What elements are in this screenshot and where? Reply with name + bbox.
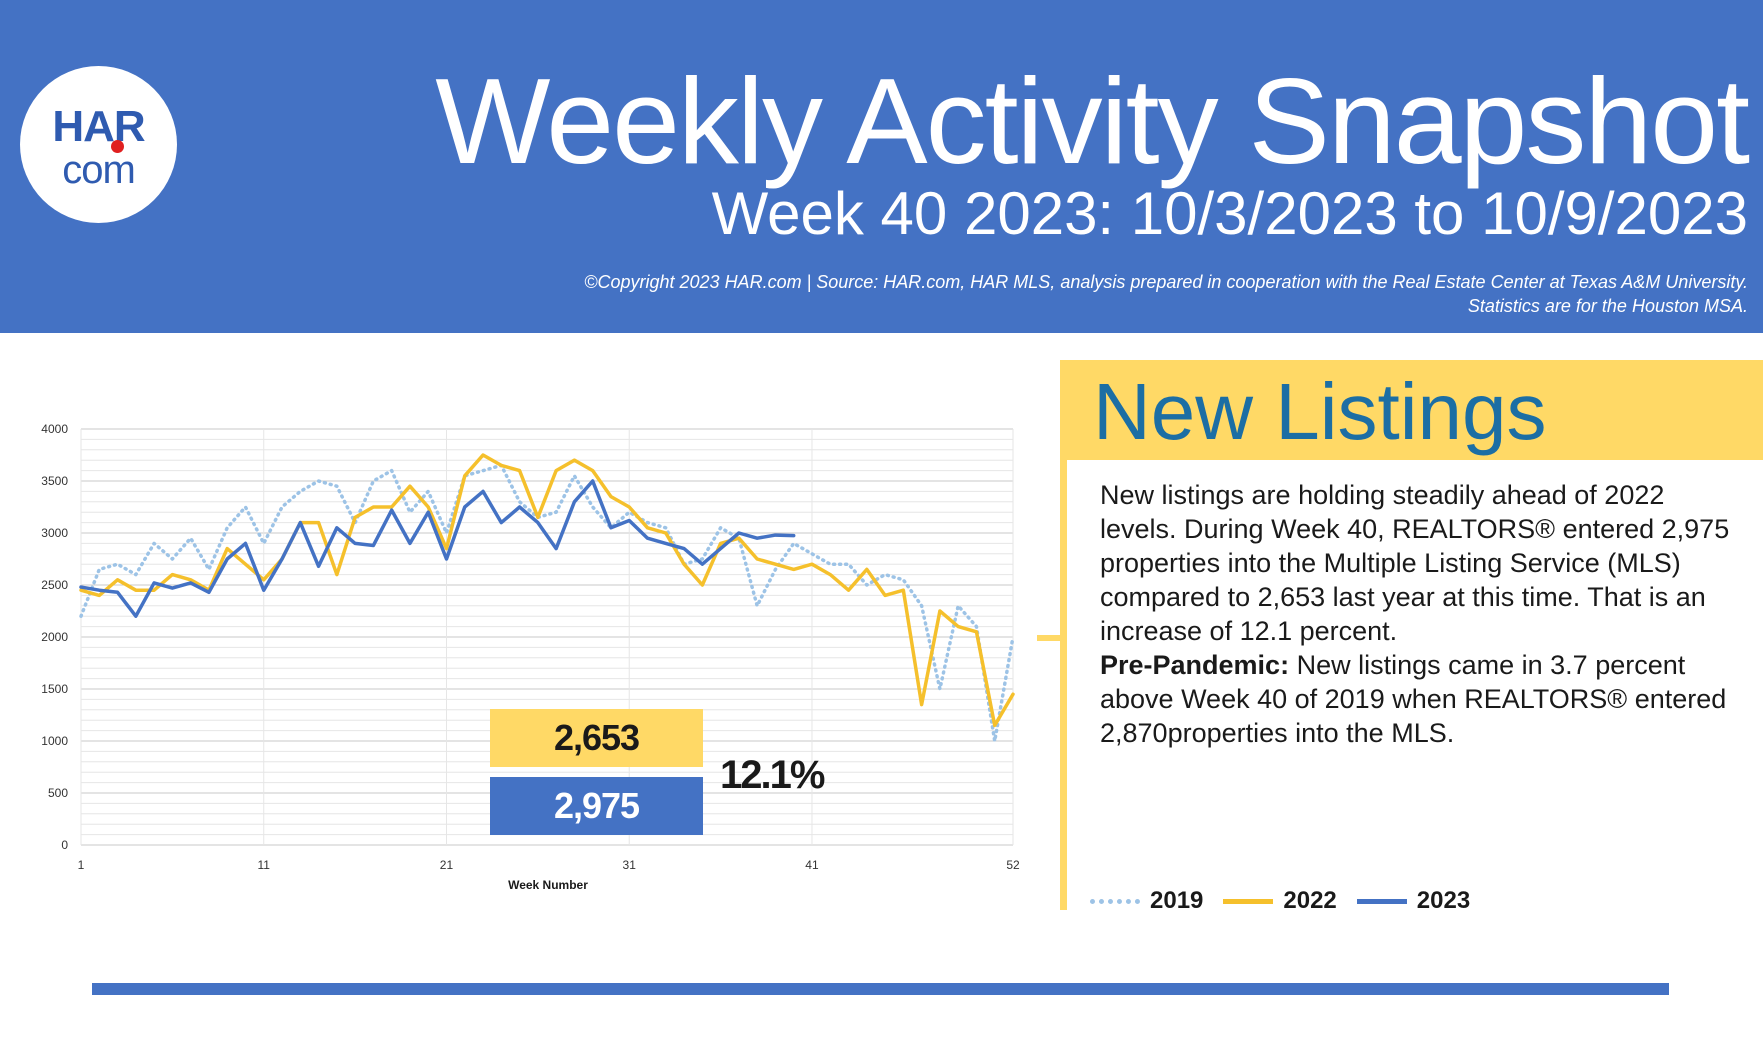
summary-paragraph-2: New listings came in 3.7 percent above W…	[1100, 650, 1727, 748]
series-line-2022	[79, 453, 1015, 728]
callout-2023-text: 2,975	[553, 785, 640, 826]
x-tick-label: 1	[78, 858, 85, 872]
panel-connector	[1037, 635, 1062, 641]
legend-swatch-2019	[1090, 898, 1140, 904]
footer-bar	[92, 983, 1669, 995]
har-logo[interactable]: HAR com	[20, 66, 177, 223]
callout-2022-text: 2,653	[553, 717, 640, 758]
logo-text-bottom: com	[62, 148, 136, 192]
callout-2022-value: 2,653	[490, 709, 703, 767]
panel-title: New Listings	[1093, 367, 1547, 456]
source-note: ©Copyright 2023 HAR.com | Source: HAR.co…	[584, 270, 1748, 318]
legend-swatch-2022	[1223, 898, 1274, 904]
x-axis-title: Week Number	[508, 878, 588, 892]
page-title: Weekly Activity Snapshot	[435, 53, 1750, 189]
summary-paragraph-1: New listings are holding steadily ahead …	[1100, 480, 1730, 646]
legend-item-2023: 2023	[1356, 887, 1471, 915]
panel-border	[1060, 360, 1067, 910]
legend-item-2019: 2019	[1090, 887, 1203, 915]
y-tick-label: 2000	[41, 630, 68, 644]
y-tick-label: 3500	[41, 474, 68, 488]
panel-header: New Listings	[1060, 360, 1763, 460]
legend-label-2022: 2022	[1283, 887, 1337, 914]
source-line-2: Statistics are for the Houston MSA.	[1467, 296, 1748, 316]
series-line-2023	[79, 479, 796, 618]
percent-change: 12.1%	[720, 753, 825, 797]
y-tick-label: 500	[48, 786, 68, 800]
y-tick-label: 2500	[41, 578, 68, 592]
x-tick-label: 31	[623, 858, 637, 872]
summary-text: New listings are holding steadily ahead …	[1100, 478, 1740, 750]
y-tick-label: 3000	[41, 526, 68, 540]
x-tick-label: 52	[1006, 858, 1020, 872]
logo-red-dot	[111, 140, 124, 153]
legend-swatch-2023	[1356, 898, 1407, 904]
y-tick-label: 1000	[41, 734, 68, 748]
page-subtitle: Week 40 2023: 10/3/2023 to 10/9/2023	[711, 180, 1748, 247]
legend-item-2022: 2022	[1223, 887, 1337, 915]
x-tick-label: 41	[805, 858, 819, 872]
pre-pandemic-label: Pre-Pandemic:	[1100, 650, 1290, 680]
y-tick-label: 4000	[41, 422, 68, 436]
y-tick-label: 1500	[41, 682, 68, 696]
chart-series	[79, 453, 1015, 743]
chart-legend: 2019 2022 2023	[1090, 885, 1490, 917]
callout-2023-value: 2,975	[490, 777, 703, 835]
legend-label-2019: 2019	[1150, 887, 1204, 914]
x-tick-label: 11	[258, 858, 271, 872]
legend-label-2023: 2023	[1416, 887, 1471, 914]
logo-text-top: HAR	[52, 102, 145, 151]
x-tick-label: 21	[440, 858, 454, 872]
header-banner: HAR com Weekly Activity Snapshot Week 40…	[0, 0, 1763, 333]
source-line-1: ©Copyright 2023 HAR.com | Source: HAR.co…	[584, 272, 1748, 292]
y-tick-label: 0	[61, 838, 68, 852]
series-line-2019	[79, 463, 1015, 743]
